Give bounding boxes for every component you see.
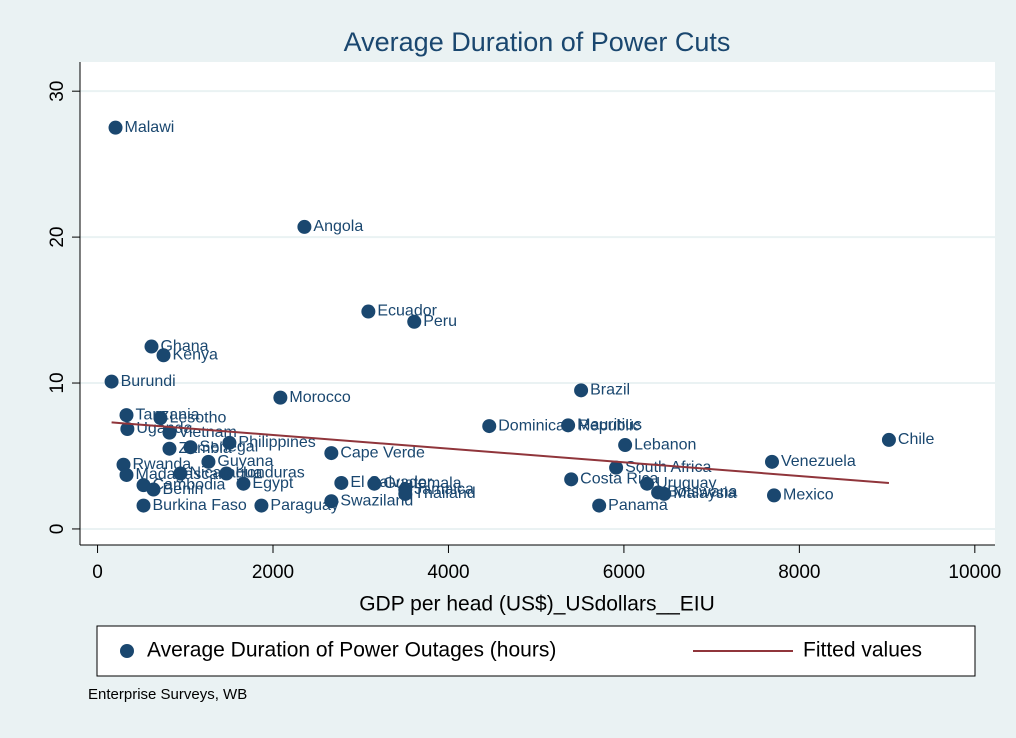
point-label: Guyana bbox=[217, 453, 273, 470]
point bbox=[361, 304, 376, 319]
point-label: Cape Verde bbox=[340, 444, 425, 461]
point-label: Angola bbox=[313, 218, 363, 235]
legend-label: Fitted values bbox=[803, 639, 922, 662]
point-label: Thailand bbox=[414, 485, 475, 502]
point bbox=[153, 411, 168, 426]
point bbox=[119, 467, 134, 482]
chart-title: Average Duration of Power Cuts bbox=[344, 27, 731, 57]
point bbox=[201, 454, 216, 469]
y-tick-label: 0 bbox=[47, 524, 68, 535]
note: Enterprise Surveys, WB bbox=[88, 686, 247, 703]
point-label: Brazil bbox=[590, 382, 630, 399]
y-tick-label: 30 bbox=[47, 81, 68, 102]
point bbox=[618, 438, 633, 453]
point bbox=[144, 339, 159, 354]
point bbox=[162, 425, 177, 440]
legend-label: Average Duration of Power Outages (hours… bbox=[147, 639, 556, 662]
point-label: Malaysia bbox=[673, 485, 736, 502]
point-label: Venezuela bbox=[781, 453, 856, 470]
point-label: Lebanon bbox=[634, 436, 696, 453]
point-label: Ghana bbox=[160, 338, 208, 355]
point-label: Mauritius bbox=[577, 417, 642, 434]
x-axis-title: GDP per head (US$)_USdollars__EIU bbox=[359, 593, 715, 616]
point bbox=[407, 314, 422, 329]
point-label: Panama bbox=[608, 497, 668, 514]
point bbox=[108, 120, 123, 135]
point-label: Morocco bbox=[289, 389, 350, 406]
point-label: Kenya bbox=[173, 347, 218, 364]
legend bbox=[96, 625, 976, 677]
point bbox=[324, 494, 339, 509]
point bbox=[574, 383, 589, 398]
point bbox=[183, 440, 198, 455]
plot-area bbox=[80, 62, 995, 545]
point bbox=[273, 390, 288, 405]
point bbox=[162, 441, 177, 456]
point bbox=[254, 498, 269, 513]
point bbox=[767, 488, 782, 503]
point-label: Zambia bbox=[178, 440, 231, 457]
point bbox=[609, 460, 624, 475]
point bbox=[367, 476, 382, 491]
point bbox=[592, 498, 607, 513]
point bbox=[482, 419, 497, 434]
point-label: Malawi bbox=[125, 119, 175, 136]
point bbox=[640, 476, 655, 491]
point bbox=[561, 418, 576, 433]
point-label: Chile bbox=[898, 431, 935, 448]
point-label: Senegal bbox=[200, 438, 259, 455]
point bbox=[222, 435, 237, 450]
x-tick-label: 0 bbox=[92, 562, 103, 583]
point-label: Philippines bbox=[238, 434, 315, 451]
point bbox=[297, 219, 312, 234]
point-label: Jamaica bbox=[414, 481, 474, 498]
point bbox=[219, 466, 234, 481]
x-tick-label: 6000 bbox=[603, 562, 645, 583]
point-label: Tanzania bbox=[135, 406, 199, 423]
point-label: Costa Rica bbox=[580, 471, 658, 488]
point-label: Peru bbox=[423, 313, 457, 330]
point-label: Cambodia bbox=[153, 476, 226, 493]
y-tick-label: 20 bbox=[47, 227, 68, 248]
point-label: Burkina Faso bbox=[153, 497, 247, 514]
point-label: Botswana bbox=[667, 484, 737, 501]
legend-marker bbox=[120, 644, 134, 658]
point bbox=[156, 348, 171, 363]
point-label: Benin bbox=[163, 481, 204, 498]
point bbox=[324, 446, 339, 461]
point bbox=[657, 486, 672, 501]
point bbox=[104, 374, 119, 389]
point-label: Uruguay bbox=[656, 475, 716, 492]
point bbox=[173, 466, 188, 481]
point-label: Mexico bbox=[783, 487, 834, 504]
point-label: Egypt bbox=[252, 475, 293, 492]
point bbox=[119, 408, 134, 423]
point bbox=[136, 498, 151, 513]
point bbox=[334, 475, 349, 490]
point-label: Lesotho bbox=[169, 409, 226, 426]
point bbox=[398, 486, 413, 501]
point-label: Ecuador bbox=[377, 303, 437, 320]
point bbox=[881, 432, 896, 447]
point bbox=[120, 421, 135, 436]
point bbox=[564, 472, 579, 487]
point-label: Honduras bbox=[235, 465, 304, 482]
point-label: Swaziland bbox=[340, 492, 413, 509]
point bbox=[764, 454, 779, 469]
point bbox=[146, 482, 161, 497]
fit-line bbox=[111, 421, 890, 484]
x-tick-label: 8000 bbox=[778, 562, 820, 583]
y-tick-label: 10 bbox=[47, 372, 68, 393]
point-label: Paraguay bbox=[270, 497, 339, 514]
x-tick-label: 2000 bbox=[252, 562, 294, 583]
x-tick-label: 10000 bbox=[948, 562, 1001, 583]
x-tick-label: 4000 bbox=[427, 562, 469, 583]
point bbox=[236, 476, 251, 491]
point-label: Burundi bbox=[121, 373, 176, 390]
